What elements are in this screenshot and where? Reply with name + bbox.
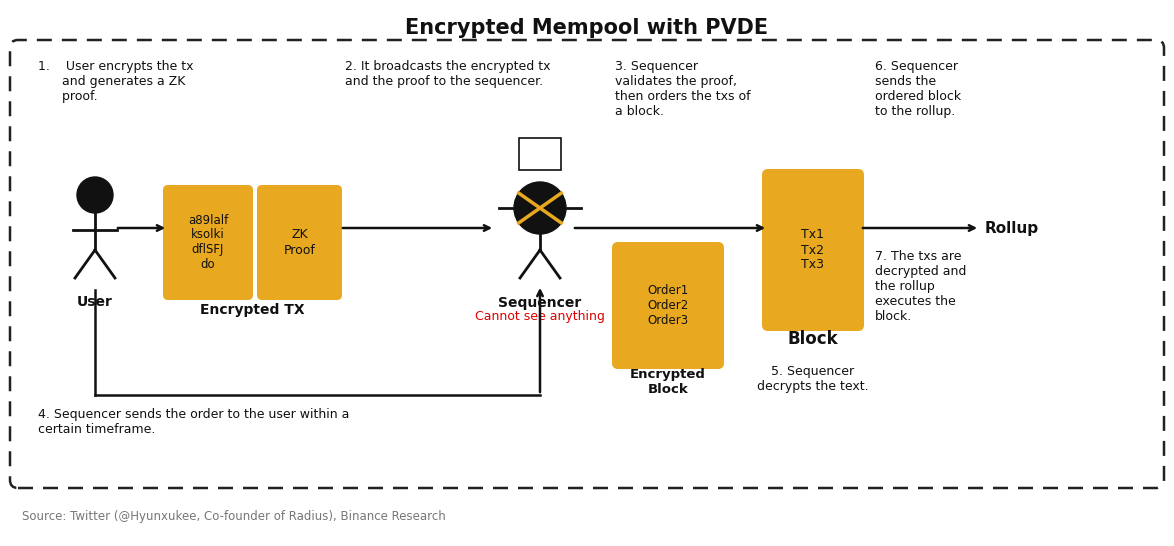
Text: Order1
Order2
Order3: Order1 Order2 Order3 [647,284,689,327]
Text: 3. Sequencer
validates the proof,
then orders the txs of
a block.: 3. Sequencer validates the proof, then o… [615,60,750,118]
Circle shape [514,182,566,234]
Text: a89lalf
ksolki
dflSFJ
do: a89lalf ksolki dflSFJ do [188,213,228,271]
Text: 5. Sequencer
decrypts the text.: 5. Sequencer decrypts the text. [757,365,869,393]
Text: 1.    User encrypts the tx
      and generates a ZK
      proof.: 1. User encrypts the tx and generates a … [38,60,194,103]
Text: ZK
Proof: ZK Proof [284,228,316,257]
Text: Sequencer: Sequencer [499,296,581,310]
Text: Tx1
Tx2
Tx3: Tx1 Tx2 Tx3 [802,228,824,271]
FancyBboxPatch shape [612,242,724,369]
Text: 7. The txs are
decrypted and
the rollup
executes the
block.: 7. The txs are decrypted and the rollup … [875,250,966,323]
FancyBboxPatch shape [163,185,254,300]
Text: 6. Sequencer
sends the
ordered block
to the rollup.: 6. Sequencer sends the ordered block to … [875,60,962,118]
Text: User: User [77,295,113,309]
Text: Encrypted TX: Encrypted TX [201,303,305,317]
FancyBboxPatch shape [11,40,1163,488]
FancyBboxPatch shape [519,138,561,170]
Text: Source: Twitter (@Hyunxukee, Co-founder of Radius), Binance Research: Source: Twitter (@Hyunxukee, Co-founder … [22,510,446,523]
Text: 4. Sequencer sends the order to the user within a
certain timeframe.: 4. Sequencer sends the order to the user… [38,408,350,436]
FancyBboxPatch shape [257,185,342,300]
Text: Block: Block [788,330,838,348]
FancyBboxPatch shape [762,169,864,331]
Circle shape [77,177,113,213]
Text: Encrypted Mempool with PVDE: Encrypted Mempool with PVDE [405,18,769,38]
Text: 2. It broadcasts the encrypted tx
and the proof to the sequencer.: 2. It broadcasts the encrypted tx and th… [345,60,551,88]
Text: Cannot see anything: Cannot see anything [475,310,605,323]
Text: Rollup: Rollup [985,221,1039,235]
Text: Encrypted
Block: Encrypted Block [630,368,706,396]
